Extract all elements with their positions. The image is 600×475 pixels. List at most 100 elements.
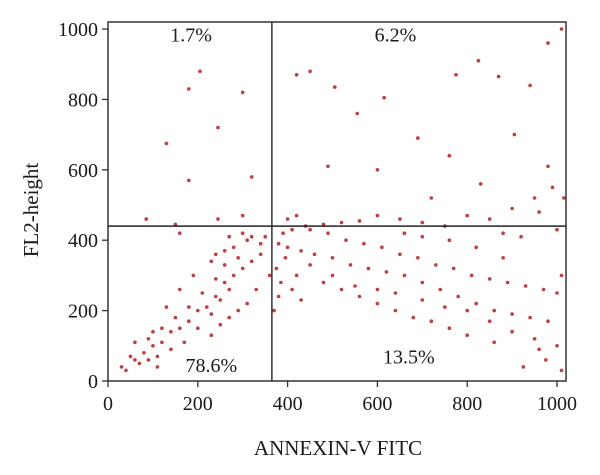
- data-point: [474, 301, 479, 306]
- data-point: [209, 312, 214, 316]
- data-point: [487, 277, 492, 281]
- x-tick-label: 600: [362, 393, 392, 415]
- data-point: [276, 294, 281, 299]
- axes: 0 200 400 600 800 1000 0 200 400 600 800 1000: [58, 19, 577, 415]
- data-point: [550, 185, 555, 190]
- data-point: [402, 273, 407, 278]
- x-tick-label: 800: [452, 393, 482, 415]
- data-point: [240, 231, 245, 235]
- data-point: [151, 329, 155, 334]
- data-point: [187, 305, 191, 309]
- data-point: [160, 326, 164, 331]
- data-point: [133, 358, 137, 362]
- data-point: [362, 241, 366, 246]
- data-point: [191, 273, 196, 278]
- data-point: [546, 319, 550, 324]
- data-point: [299, 298, 303, 302]
- data-point: [510, 206, 514, 211]
- data-point: [429, 196, 434, 200]
- data-point: [133, 340, 137, 345]
- data-point: [227, 315, 231, 320]
- data-point: [285, 217, 290, 221]
- data-point: [420, 298, 425, 302]
- data-point: [492, 340, 497, 345]
- data-point: [155, 365, 160, 369]
- data-point: [279, 280, 283, 285]
- data-point: [308, 69, 312, 74]
- data-point: [205, 305, 209, 309]
- scatter-points: [119, 27, 566, 373]
- data-point: [144, 217, 148, 221]
- data-point: [555, 344, 559, 348]
- data-point: [420, 220, 425, 225]
- y-tick-label: 1000: [58, 19, 98, 41]
- data-point: [198, 69, 202, 74]
- data-point: [447, 238, 452, 242]
- data-point: [173, 222, 178, 227]
- data-point: [214, 294, 218, 299]
- data-point: [380, 245, 384, 250]
- data-point: [285, 245, 290, 250]
- data-point: [478, 182, 483, 186]
- data-point: [155, 354, 160, 359]
- data-point: [240, 213, 245, 218]
- x-tick-label: 400: [273, 393, 303, 415]
- data-point: [236, 308, 240, 313]
- data-point: [447, 153, 452, 158]
- data-point: [160, 340, 164, 345]
- data-point: [231, 273, 236, 278]
- data-point: [169, 329, 173, 334]
- data-point: [537, 210, 541, 214]
- data-point: [353, 284, 357, 288]
- data-point: [487, 319, 492, 324]
- data-point: [519, 234, 523, 239]
- y-tick-label: 800: [68, 89, 98, 111]
- data-point: [222, 280, 227, 285]
- data-point: [434, 263, 438, 267]
- data-point: [429, 319, 434, 324]
- data-point: [339, 287, 344, 292]
- data-point: [420, 234, 425, 239]
- data-point: [420, 280, 425, 285]
- y-tick-label: 200: [68, 301, 98, 323]
- data-point: [532, 337, 537, 341]
- data-point: [393, 308, 398, 313]
- data-point: [465, 333, 470, 338]
- data-point: [501, 255, 505, 260]
- data-point: [541, 287, 546, 292]
- data-point: [294, 213, 299, 218]
- data-point: [348, 263, 353, 267]
- x-tick-label: 1000: [537, 393, 577, 415]
- data-point: [321, 280, 326, 285]
- data-point: [339, 220, 344, 225]
- data-point: [119, 365, 124, 369]
- data-point: [416, 136, 420, 140]
- data-point: [258, 252, 263, 257]
- data-point: [308, 263, 312, 267]
- data-point: [249, 234, 254, 239]
- data-point: [375, 213, 380, 218]
- data-point: [393, 291, 398, 295]
- data-point: [447, 326, 452, 331]
- data-point: [178, 287, 182, 292]
- data-point: [326, 231, 330, 235]
- data-point: [555, 227, 559, 232]
- data-point: [308, 227, 312, 232]
- data-point: [357, 219, 362, 223]
- data-point: [227, 287, 231, 292]
- data-point: [263, 234, 268, 239]
- data-point: [209, 333, 214, 338]
- data-point: [240, 90, 245, 95]
- data-point: [544, 358, 548, 362]
- data-point: [330, 273, 335, 278]
- data-point: [164, 141, 169, 146]
- data-point: [487, 217, 492, 221]
- y-tick-label: 0: [88, 371, 98, 393]
- data-point: [398, 252, 402, 257]
- y-axis-title: FL2-height: [19, 163, 43, 258]
- data-point: [492, 308, 497, 313]
- data-point: [272, 308, 276, 313]
- data-point: [178, 231, 182, 235]
- x-tick-label: 200: [183, 393, 213, 415]
- x-tick-label: 0: [103, 393, 113, 415]
